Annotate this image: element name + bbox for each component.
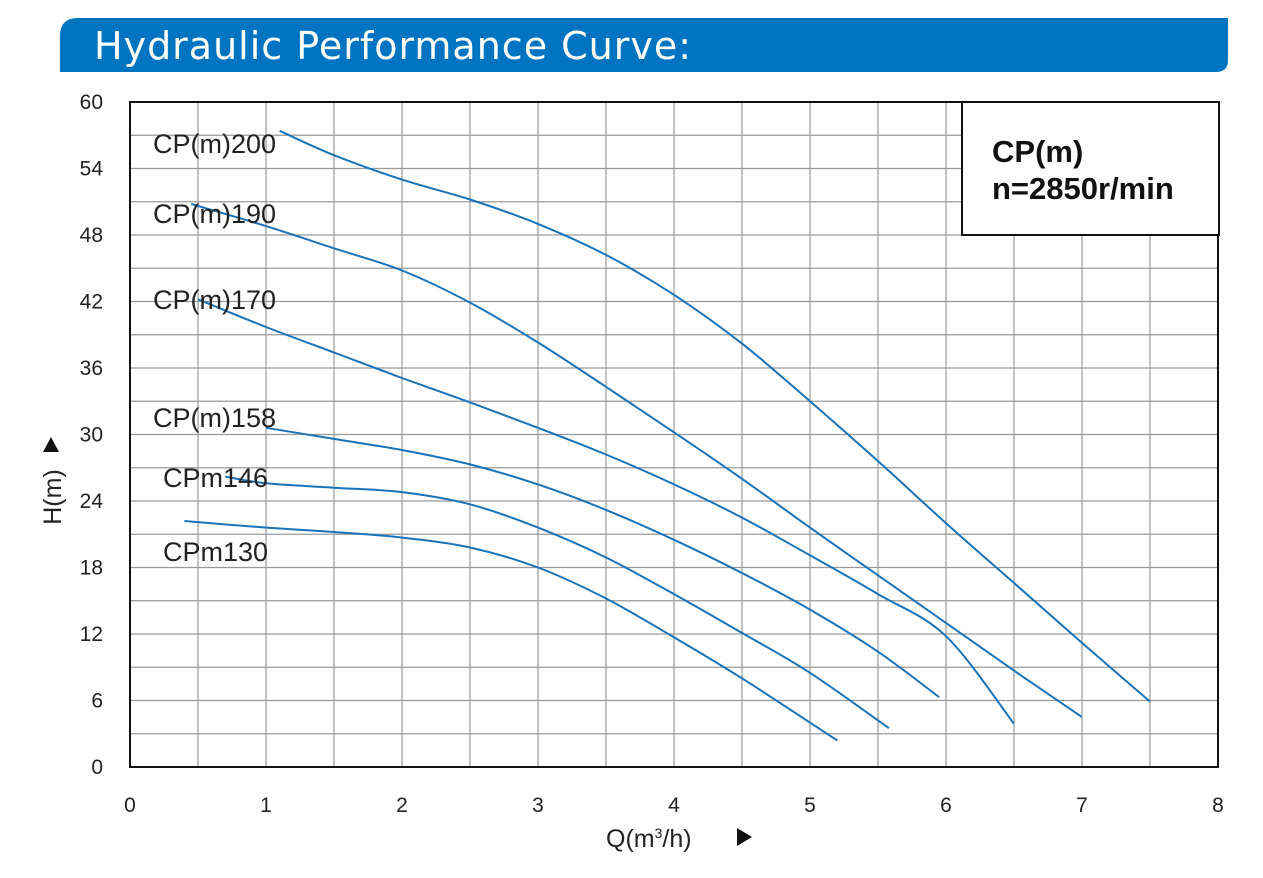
x-tick-label: 4: [668, 794, 680, 817]
x-tick-label: 3: [532, 794, 544, 817]
series-label: CP(m)200: [153, 129, 276, 159]
y-axis-title: H(m): [39, 437, 67, 525]
y-axis-label: H(m): [39, 469, 67, 525]
y-tick-label: 60: [80, 91, 103, 114]
title-banner: [60, 18, 1228, 72]
x-tick-label: 2: [396, 794, 408, 817]
info-model: CP(m): [992, 134, 1083, 169]
x-axis-arrow-icon: [737, 828, 752, 846]
page-title: Hydraulic Performance Curve:: [94, 24, 693, 68]
series-curve: [184, 520, 838, 742]
y-tick-label: 0: [91, 756, 103, 779]
series-label: CP(m)190: [153, 199, 276, 229]
series-curve: [279, 129, 1151, 703]
series-label: CP(m)158: [153, 403, 276, 433]
x-tick-label: 0: [124, 794, 136, 817]
y-tick-label: 42: [80, 291, 103, 314]
y-axis-arrow-icon: [43, 437, 59, 452]
info-box-frame: [961, 101, 1220, 236]
x-tick-label: 5: [804, 794, 816, 817]
title-banner-shape: [60, 18, 1228, 72]
info-speed: n=2850r/min: [992, 171, 1174, 206]
x-axis-title: Q(m3/h): [606, 825, 752, 853]
series-curve: [197, 298, 1015, 725]
y-tick-label: 48: [80, 224, 103, 247]
series-curve: [225, 475, 890, 730]
y-tick-label: 54: [80, 158, 104, 181]
y-tick-label: 12: [80, 623, 103, 646]
x-tick-labels: 0 1 2 3 4 5 6 7 8: [124, 794, 1224, 817]
plot-frame: [129, 101, 1219, 768]
x-tick-label: 8: [1212, 794, 1224, 817]
y-tick-labels: 0 6 12 18 24 30 36 42 48 54 60: [80, 91, 104, 779]
series-curve: [190, 203, 1083, 718]
x-tick-label: 6: [940, 794, 952, 817]
series-curve: [265, 426, 940, 699]
curves: [184, 129, 1151, 742]
info-box: CP(m) n=2850r/min: [961, 101, 1220, 236]
y-tick-label: 30: [80, 424, 103, 447]
series-labels: CP(m)200 CP(m)190 CP(m)170 CP(m)158 CPm146 CP…: [153, 129, 276, 567]
series-label: CPm130: [163, 537, 268, 567]
y-tick-label: 36: [80, 357, 103, 380]
series-label: CPm146: [163, 463, 268, 493]
y-tick-label: 6: [91, 690, 103, 713]
x-tick-label: 7: [1076, 794, 1088, 817]
svg-text:Q(m3/h): Q(m3/h): [606, 825, 692, 853]
series-label: CP(m)170: [153, 285, 276, 315]
y-tick-label: 18: [80, 557, 103, 580]
x-tick-label: 1: [260, 794, 272, 817]
y-tick-label: 24: [80, 490, 104, 513]
